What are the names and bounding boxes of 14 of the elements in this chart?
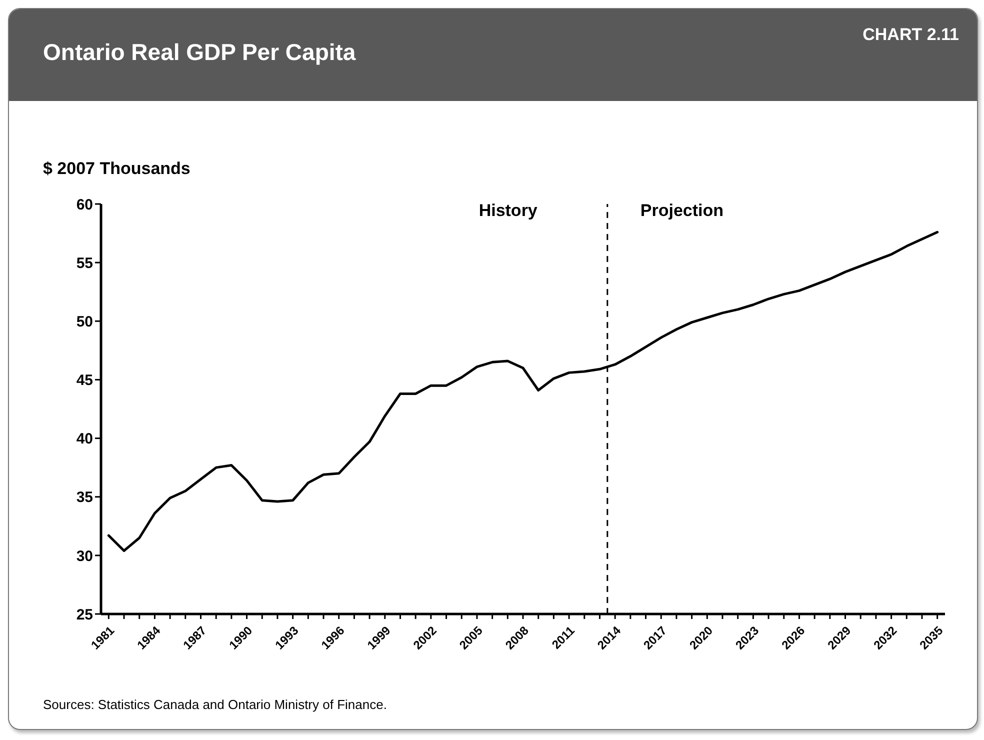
annotation: History <box>478 201 538 220</box>
source-note: Sources: Statistics Canada and Ontario Ministry of Finance. <box>43 697 387 712</box>
y-tick-label: 30 <box>76 548 93 565</box>
y-axis-title: $ 2007 Thousands <box>43 159 190 179</box>
y-tick-label: 45 <box>76 372 93 390</box>
chart-title: Ontario Real GDP Per Capita <box>43 39 356 66</box>
y-tick-label: 50 <box>76 313 93 330</box>
y-tick-label: 60 <box>76 196 93 214</box>
y-tick-label: 25 <box>76 606 93 624</box>
annotation: Projection <box>640 201 724 220</box>
y-tick-label: 55 <box>76 254 93 272</box>
y-tick-label: 40 <box>76 430 93 448</box>
y-tick-label: 35 <box>76 489 93 506</box>
chart-subtitle: CHART 2.11 <box>862 25 959 45</box>
